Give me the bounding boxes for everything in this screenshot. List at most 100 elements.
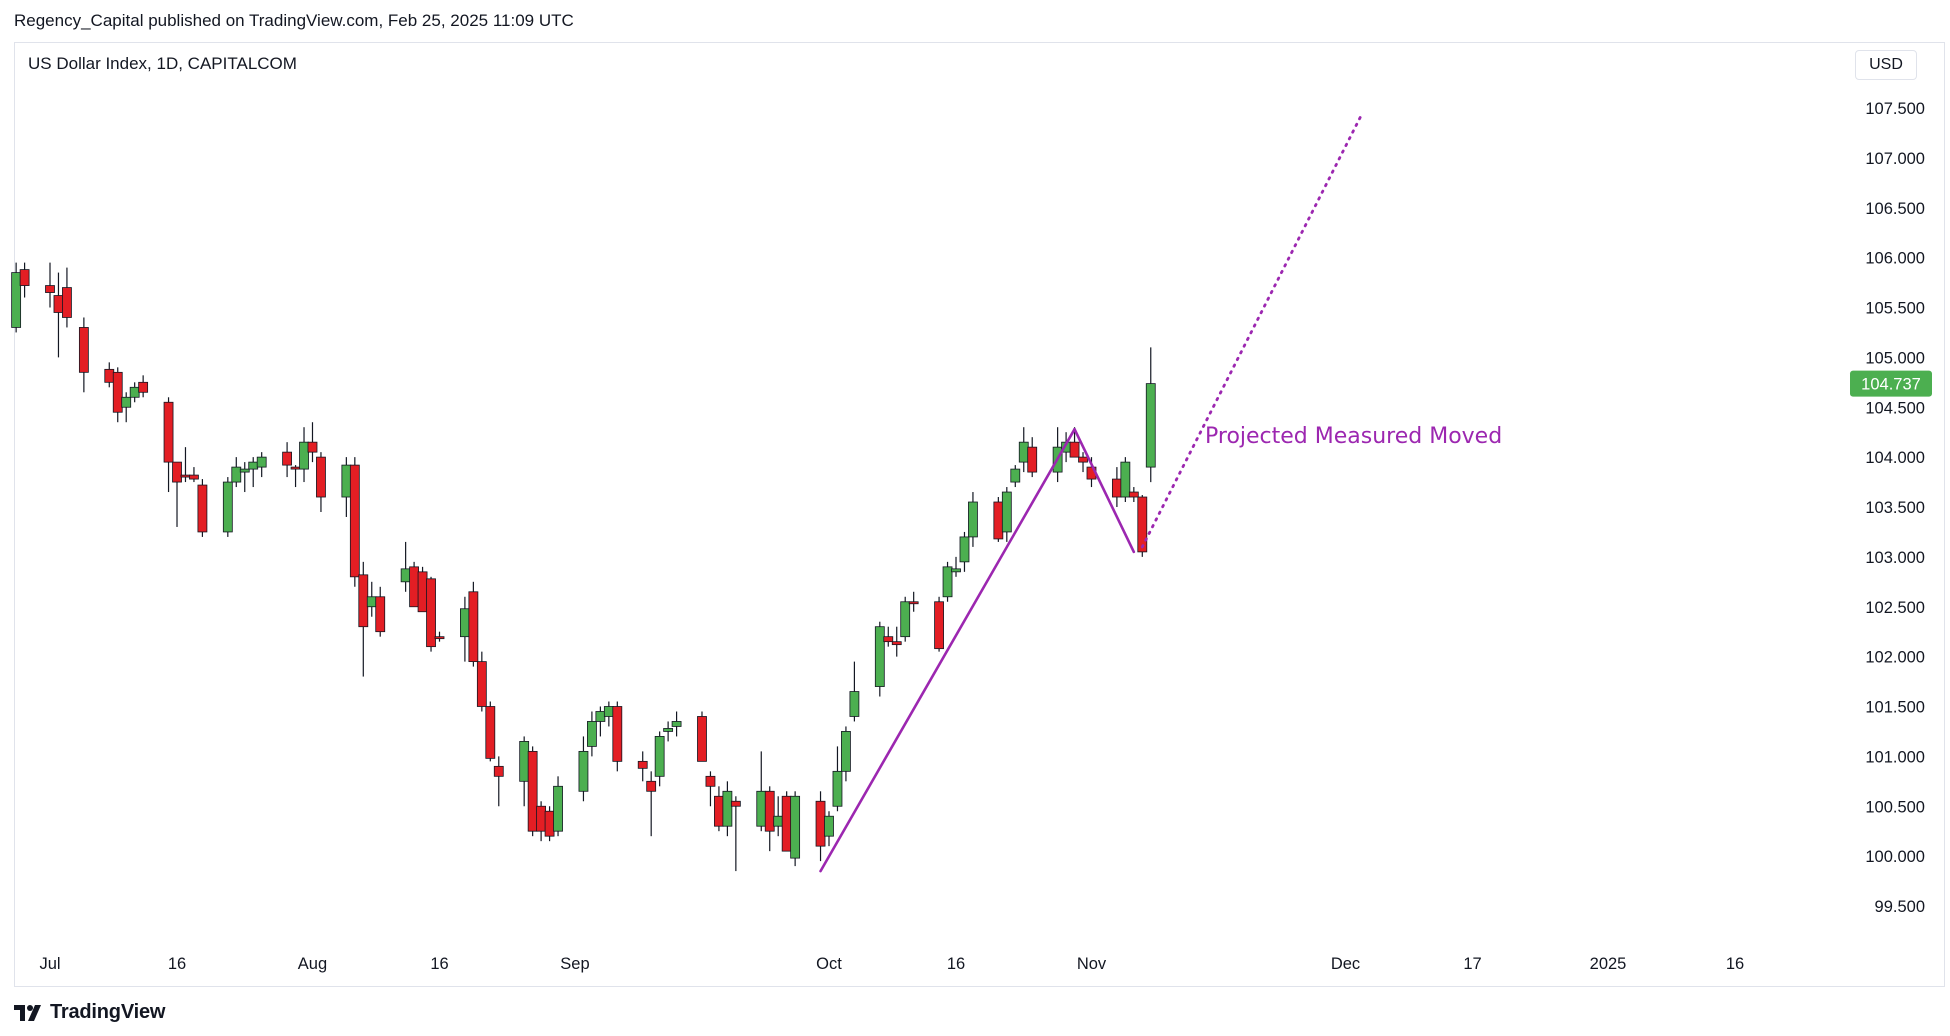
candle-up	[222, 481, 233, 533]
candle-down	[637, 760, 648, 769]
candle-up	[968, 501, 978, 538]
x-tick-label: Aug	[298, 955, 327, 973]
candle-down	[1128, 491, 1139, 498]
y-tick-label: 107.000	[1865, 150, 1925, 168]
tradingview-logo-text: TradingView	[50, 1001, 166, 1023]
x-tick-label: 2025	[1590, 955, 1627, 973]
candle-up	[1120, 461, 1131, 498]
price-axis: 107.500 107.000 106.500 106.000 105.500 105.0…	[1865, 100, 1925, 916]
candle-down	[375, 596, 386, 633]
last-price-badge	[1850, 370, 1932, 397]
candle-down	[1069, 441, 1080, 458]
x-tick-label: 16	[168, 955, 186, 973]
candle-down	[417, 571, 428, 613]
y-tick-label: 102.500	[1865, 599, 1925, 617]
candle-up	[951, 568, 961, 573]
x-tick-label: 16	[947, 955, 965, 973]
candle-down	[468, 591, 479, 663]
x-tick-label: 16	[430, 955, 448, 973]
candle-down	[358, 574, 369, 628]
currency-button[interactable]: USD	[1855, 50, 1917, 80]
candle-down	[1111, 478, 1122, 498]
x-tick-label: Nov	[1077, 955, 1107, 973]
candle-down	[1027, 446, 1038, 473]
candle-down	[78, 327, 89, 373]
candle-down	[934, 601, 944, 650]
tradingview-logo-icon	[14, 1004, 41, 1021]
x-tick-label: 16	[1726, 955, 1744, 973]
candle-down	[434, 636, 445, 640]
candle-up	[654, 736, 665, 777]
y-tick-label: 100.000	[1865, 848, 1925, 866]
candle-down	[891, 641, 902, 646]
candle-down	[730, 800, 741, 807]
candle-down	[527, 750, 538, 832]
candle-down	[53, 295, 64, 313]
candle-down	[714, 795, 724, 827]
candle-down	[180, 474, 191, 478]
x-tick-label: Oct	[816, 955, 842, 973]
candle-down	[646, 780, 657, 792]
candle-up	[587, 721, 597, 747]
candle-down	[781, 795, 792, 852]
pullback-trend-line	[1073, 427, 1136, 554]
candle-down	[1137, 496, 1148, 553]
candle-down	[19, 269, 30, 286]
candle-up	[366, 596, 377, 608]
candle-up	[239, 468, 250, 473]
candle-up	[121, 396, 132, 408]
candle-down	[476, 661, 487, 707]
y-tick-label: 100.500	[1865, 798, 1925, 816]
last-price-tag: 104.737	[1850, 370, 1932, 397]
candle-down	[536, 805, 547, 832]
candle-bodies	[11, 269, 1156, 859]
y-tick-label: 104.000	[1865, 449, 1925, 467]
x-tick-label: 17	[1463, 955, 1481, 973]
candle-up	[671, 721, 682, 727]
y-tick-label: 102.000	[1865, 649, 1925, 667]
candle-down	[544, 810, 555, 837]
candle-up	[1018, 441, 1029, 463]
y-tick-label: 107.500	[1865, 100, 1925, 118]
candle-down	[485, 706, 496, 759]
candle-up	[1145, 383, 1156, 468]
trend-drawings: Projected Measured Moved	[819, 111, 1502, 873]
candle-up	[1010, 468, 1021, 483]
y-tick-label: 101.500	[1865, 699, 1925, 717]
y-tick-label: 106.000	[1865, 250, 1925, 268]
candle-up	[900, 601, 911, 638]
symbol-title: US Dollar Index, 1D, CAPITALCOM	[28, 54, 297, 73]
impulse-trend-line	[819, 427, 1076, 873]
candle-up	[595, 711, 606, 722]
time-axis: Jul 16 Aug 16 Sep Oct 16 Nov Dec 17 2025 16	[39, 955, 1744, 973]
candle-up	[824, 815, 834, 837]
chart-frame	[14, 42, 1945, 987]
tradingview-logo[interactable]: TradingView	[14, 1001, 165, 1024]
y-tick-label: 105.500	[1865, 300, 1925, 318]
candle-up	[790, 795, 801, 859]
candle-up	[603, 706, 614, 717]
candle-up	[832, 770, 843, 807]
candle-up	[248, 461, 259, 470]
candle-down	[409, 566, 419, 608]
candle-up	[959, 536, 970, 563]
candle-up	[841, 731, 851, 772]
candle-up	[519, 741, 530, 782]
candle-down	[307, 441, 318, 453]
candle-down	[62, 287, 72, 318]
candle-up	[722, 790, 733, 827]
candle-up	[231, 466, 242, 483]
candle-down	[908, 601, 919, 605]
candle-down	[349, 464, 360, 578]
y-tick-label: 103.000	[1865, 549, 1925, 567]
candle-up	[460, 608, 470, 638]
candle-up	[756, 790, 767, 827]
published-info: Regency_Capital published on TradingView…	[14, 11, 574, 30]
y-tick-label: 103.500	[1865, 499, 1925, 517]
candle-down	[197, 484, 208, 533]
candle-down	[290, 466, 301, 470]
candle-down	[104, 368, 115, 383]
candle-up	[942, 566, 953, 598]
candle-down	[138, 381, 149, 393]
